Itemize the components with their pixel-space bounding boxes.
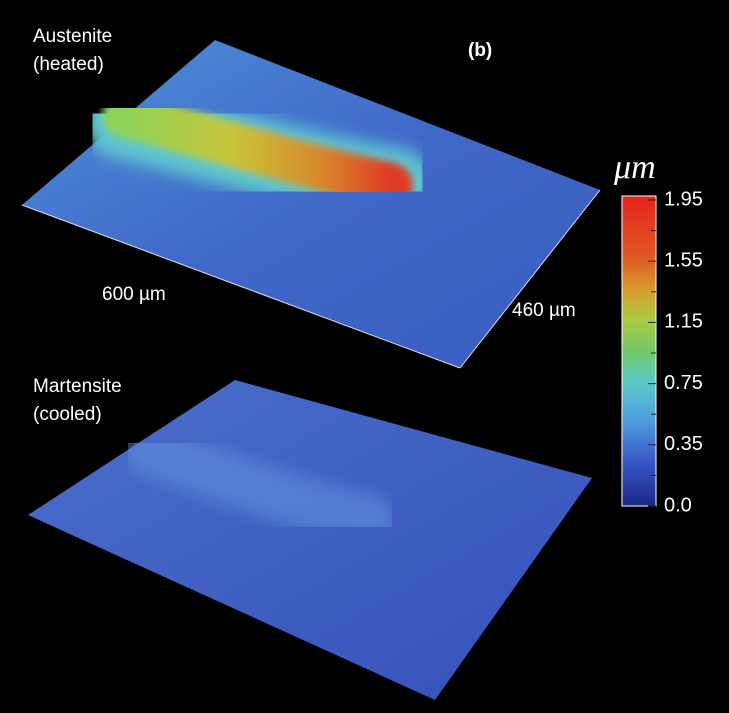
label: Martensite — [33, 376, 122, 397]
colorbar-tick-label: 1.15 — [664, 311, 703, 333]
faint-ridge — [125, 425, 395, 545]
colorbar-ticks: 1.95 1.55 1.15 0.75 0.35 0.0 — [648, 188, 703, 516]
label: (heated) — [33, 54, 104, 75]
colorbar-tick-label: 1.95 — [664, 188, 703, 210]
ridge — [102, 92, 413, 208]
label: (cooled) — [33, 404, 102, 425]
edge — [459, 189, 601, 369]
colorbar-tick-label: 0.75 — [664, 372, 703, 394]
panel-label: (b) — [468, 40, 492, 61]
axis-label: 460 µm — [512, 300, 576, 321]
bottom-surface — [28, 380, 592, 700]
colorbar — [621, 195, 657, 507]
colorbar-unit: μm — [613, 149, 656, 186]
colorbar-tick-label: 1.55 — [664, 249, 703, 271]
axis-label: 600 µm — [102, 284, 166, 305]
edge — [21, 204, 461, 369]
colorbar-tick-label: 0.0 — [664, 494, 692, 516]
label: Austenite — [33, 26, 112, 47]
top-surface — [21, 40, 601, 369]
colorbar-tick-label: 0.35 — [664, 433, 703, 455]
